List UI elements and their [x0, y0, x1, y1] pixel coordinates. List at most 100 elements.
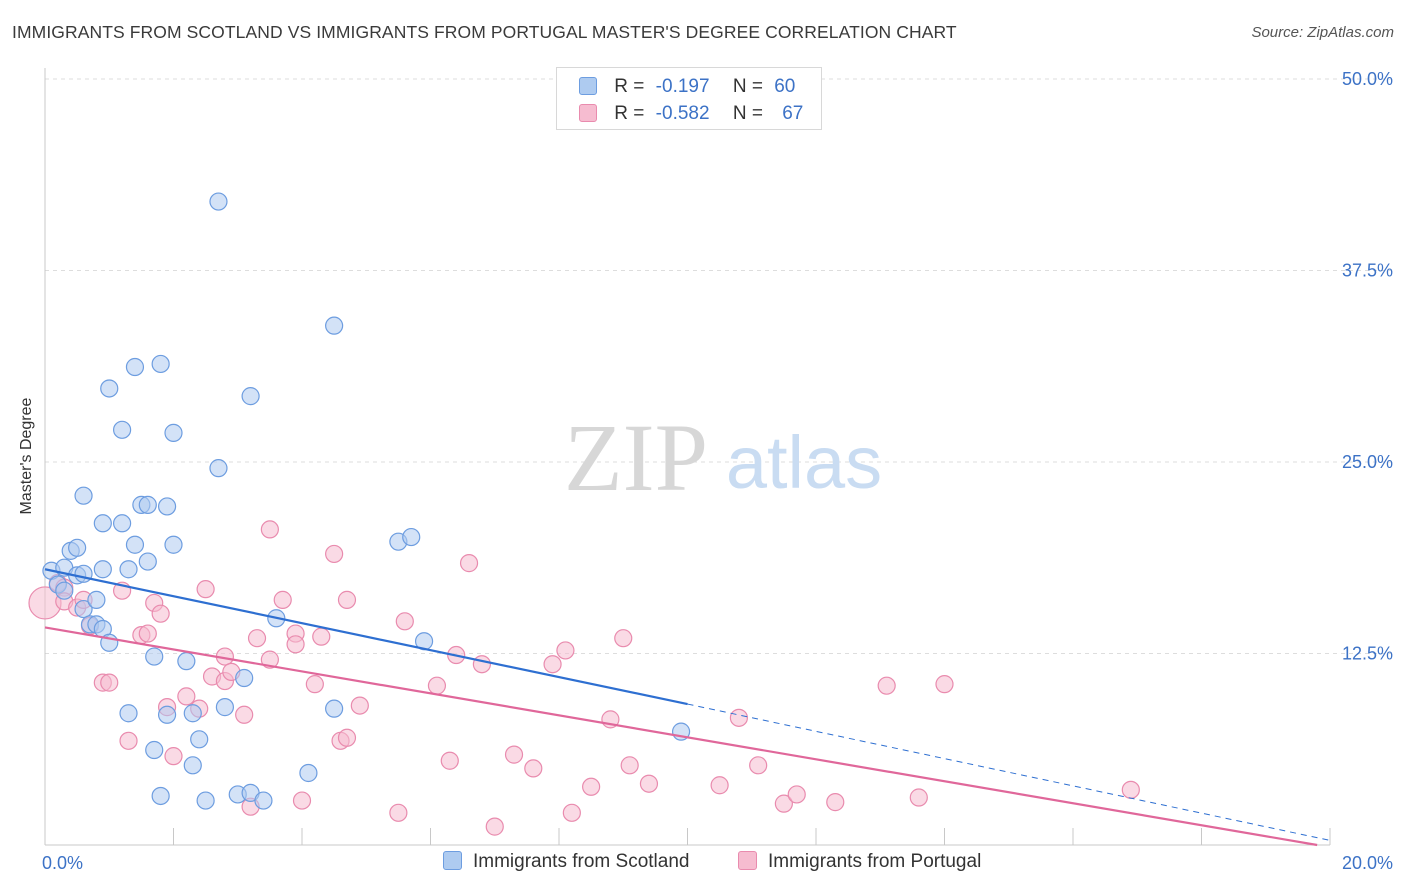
- portugal-point: [389, 803, 408, 822]
- portugal-point: [305, 675, 324, 694]
- portugal-trend-line: [44, 626, 1318, 847]
- scotland-point: [177, 652, 196, 671]
- scotland-n-label: N =: [732, 76, 763, 97]
- portugal-point: [504, 745, 524, 764]
- portugal-point: [247, 629, 267, 648]
- portugal-point: [774, 794, 793, 813]
- scotland-point: [183, 756, 202, 775]
- portugal-point: [556, 641, 575, 660]
- y-tick-label: 50.0%: [1342, 69, 1393, 89]
- portugal-point: [286, 635, 305, 654]
- source-label: Source: ZipAtlas.com: [1251, 24, 1394, 41]
- legend-item-portugal: Immigrants from Portugal: [738, 851, 981, 873]
- legend-scotland-swatch: [443, 851, 462, 870]
- legend-item-scotland: Immigrants from Scotland: [443, 851, 689, 873]
- scotland-point: [299, 763, 318, 783]
- watermark-atlas: atlas: [726, 421, 882, 504]
- scotland-point: [74, 564, 93, 583]
- portugal-point: [395, 612, 414, 631]
- scotland-point: [157, 497, 177, 516]
- scotland-point: [215, 698, 234, 717]
- scotland-point: [74, 486, 93, 505]
- portugal-point: [614, 629, 633, 648]
- scotland-point: [119, 560, 138, 579]
- portugal-point: [177, 687, 196, 706]
- scotland-point: [145, 740, 164, 760]
- portugal-point: [620, 756, 639, 775]
- axes: [44, 68, 1331, 846]
- portugal-point: [935, 675, 954, 694]
- scotland-point: [138, 552, 157, 571]
- portugal-point: [485, 817, 504, 836]
- portugal-point: [119, 731, 138, 750]
- scotland-point: [68, 538, 87, 557]
- scotland-r-label: R =: [614, 76, 645, 97]
- portugal-point: [196, 580, 215, 599]
- portugal-point: [787, 785, 806, 804]
- scotland-point: [209, 192, 228, 211]
- portugal-point: [235, 705, 254, 724]
- portugal-point: [260, 520, 279, 539]
- portugal-point: [337, 728, 357, 747]
- y-tick-label: 12.5%: [1342, 644, 1393, 664]
- scotland-point: [157, 705, 177, 724]
- scotland-point: [138, 495, 157, 514]
- scotland-point: [325, 316, 344, 335]
- x-tick-label-min: 0.0%: [42, 853, 83, 873]
- legend-portugal-swatch: [738, 851, 757, 870]
- portugal-point: [710, 776, 729, 795]
- scotland-point: [125, 357, 145, 377]
- scotland-point: [325, 699, 344, 718]
- y-tick-label: 37.5%: [1342, 261, 1393, 281]
- portugal-point: [138, 624, 157, 643]
- tick-labels: 12.5% 25.0% 37.5% 50.0% 0.0% 20.0%: [42, 69, 1393, 873]
- chart-title: IMMIGRANTS FROM SCOTLAND VS IMMIGRANTS F…: [12, 22, 957, 42]
- scotland-point: [151, 786, 170, 806]
- portugal-r-label: R =: [614, 103, 645, 124]
- scotland-point: [55, 581, 74, 600]
- legend-row-scotland: R = -0.197 N = 60: [579, 76, 795, 98]
- portugal-point: [312, 627, 331, 646]
- portugal-r-value: -0.582: [655, 103, 710, 124]
- scotland-point: [112, 514, 132, 533]
- scotland-point: [241, 387, 260, 406]
- portugal-point: [325, 544, 344, 564]
- portugal-point: [1121, 780, 1140, 799]
- portugal-point: [151, 604, 170, 623]
- portugal-point: [524, 759, 543, 778]
- scotland-point: [87, 590, 106, 609]
- scotland-point: [254, 791, 273, 810]
- scotland-point: [74, 599, 93, 619]
- portugal-point: [459, 554, 479, 573]
- scotland-point: [125, 535, 145, 554]
- portugal-swatch: [579, 104, 597, 122]
- scotland-swatch: [579, 77, 597, 95]
- portugal-point: [909, 788, 928, 807]
- portugal-point: [164, 747, 183, 766]
- portugal-point: [273, 590, 292, 609]
- scotland-point: [183, 704, 202, 723]
- portugal-point: [639, 774, 659, 793]
- portugal-point: [337, 590, 357, 609]
- scotland-point: [402, 527, 421, 547]
- portugal-n-value: 67: [782, 103, 804, 124]
- portugal-point: [292, 791, 312, 810]
- portugal-point: [100, 673, 119, 692]
- series-scotland-points: [42, 192, 691, 810]
- portugal-point: [543, 655, 562, 674]
- y-tick-label: 25.0%: [1342, 452, 1393, 472]
- scotland-trend-extension: [687, 703, 1331, 841]
- scotland-point: [119, 704, 138, 723]
- scotland-r-value: -0.197: [655, 76, 710, 97]
- grid-lines: [45, 78, 1392, 654]
- scotland-point: [100, 379, 119, 398]
- scotland-point: [93, 560, 112, 579]
- scotland-point: [235, 668, 254, 688]
- portugal-point: [472, 655, 491, 674]
- portugal-point: [826, 793, 845, 812]
- portugal-point: [749, 756, 768, 775]
- scotland-point: [196, 791, 215, 810]
- scotland-n-value: 60: [774, 76, 796, 97]
- scotland-point: [93, 514, 112, 533]
